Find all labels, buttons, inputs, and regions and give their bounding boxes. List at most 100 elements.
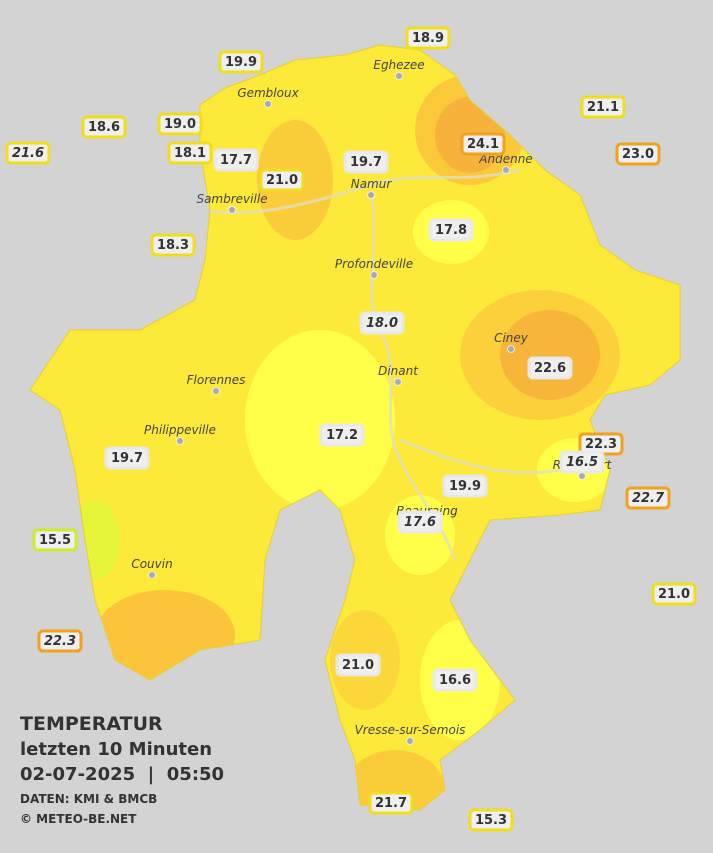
town-dot (394, 378, 402, 386)
station-value: 21.0 (342, 658, 374, 673)
town-dot (578, 472, 586, 480)
station-box (442, 474, 488, 498)
station-box (527, 356, 573, 380)
station-value: 23.0 (622, 147, 654, 162)
station-value: 18.6 (88, 120, 120, 135)
station-box (218, 50, 264, 74)
station-box (37, 629, 83, 653)
town-label: Namur (351, 177, 393, 191)
station-value: 19.0 (164, 117, 196, 132)
station-box (319, 423, 365, 447)
town-label: Ciney (494, 331, 529, 345)
station: 17.7 (213, 148, 259, 172)
town-label: Eghezee (373, 58, 424, 72)
town-label: Dinant (378, 364, 419, 378)
station-value: 18.0 (366, 316, 398, 331)
station: 22.3 (578, 432, 624, 456)
station-value: 19.9 (225, 55, 257, 70)
station-box (559, 450, 605, 474)
station-value: 18.1 (174, 146, 206, 161)
station-value: 17.8 (435, 223, 467, 238)
station: 16.6 (432, 668, 478, 692)
station: 23.0 (615, 142, 661, 166)
station: 21.6 (5, 141, 51, 165)
town-label: Vresse-sur-Semois (355, 723, 466, 737)
source: DATEN: KMI & BMCB (20, 792, 157, 806)
station: 18.0 (359, 311, 405, 335)
credit: © METEO-BE.NET (20, 812, 137, 826)
town-dot (507, 345, 515, 353)
station-value: 16.5 (566, 455, 598, 470)
town-dot (176, 437, 184, 445)
stations: 18.9 19.9 21.1 18.6 19.0 21.6 18.1 17.7 24.1 23.0… (5, 26, 697, 832)
station: 16.5 (559, 450, 605, 474)
station: 15.3 (468, 808, 514, 832)
station: 22.6 (527, 356, 573, 380)
station-value: 21.0 (658, 587, 690, 602)
station-box (104, 446, 150, 470)
station-box (167, 141, 213, 165)
title-block: TEMPERATUR letzten 10 Minuten 02-07-2025… (20, 713, 224, 826)
station: 19.0 (157, 112, 203, 136)
town-label: Profondeville (335, 257, 413, 271)
town-dot (367, 191, 375, 199)
datetime: 02-07-2025 | 05:50 (20, 764, 224, 785)
town-dot (148, 571, 156, 579)
cool-area (245, 330, 395, 510)
station: 18.9 (405, 26, 451, 50)
station: 19.7 (343, 150, 389, 174)
station-value: 24.1 (467, 137, 499, 152)
town-dot (370, 271, 378, 279)
station: 18.3 (150, 233, 196, 257)
town-dot (502, 166, 510, 174)
station-box (625, 486, 671, 510)
station-value: 22.7 (632, 491, 665, 506)
station-box (5, 141, 51, 165)
town-label: Gembloux (237, 86, 299, 100)
warm-area (345, 750, 445, 810)
station: 21.0 (335, 653, 381, 677)
station: 21.7 (368, 791, 414, 815)
title: TEMPERATUR (20, 713, 163, 735)
station-box (157, 112, 203, 136)
station: 21.0 (259, 168, 305, 192)
station-value: 18.3 (157, 238, 189, 253)
station-value: 18.9 (412, 31, 444, 46)
station-box (405, 26, 451, 50)
station-value: 22.3 (44, 634, 76, 649)
station: 24.1 (460, 132, 506, 156)
station: 19.9 (442, 474, 488, 498)
station: 19.7 (104, 446, 150, 470)
town-dot (395, 72, 403, 80)
station-value: 19.9 (449, 479, 481, 494)
station-box (397, 510, 443, 534)
town-label: Couvin (131, 557, 172, 571)
station-value: 21.7 (375, 796, 407, 811)
station-value: 19.7 (350, 155, 382, 170)
station-box (368, 791, 414, 815)
station-box (259, 168, 305, 192)
station-box (580, 95, 626, 119)
station-value: 19.7 (111, 451, 143, 466)
station-box (432, 668, 478, 692)
towns: EghezeeGemblouxAndenneNamurSambrevillePr… (131, 58, 613, 745)
town-dot (264, 100, 272, 108)
station-box (359, 311, 405, 335)
station-box (343, 150, 389, 174)
warm-area (500, 310, 600, 400)
station: 17.2 (319, 423, 365, 447)
town-label: Florennes (187, 373, 246, 387)
station-box (213, 148, 259, 172)
station-value: 21.6 (12, 146, 44, 161)
station: 21.1 (580, 95, 626, 119)
station-value: 17.6 (404, 515, 436, 530)
station-box (460, 132, 506, 156)
town-label: Sambreville (196, 192, 267, 206)
station-box (81, 115, 127, 139)
town-dot (228, 206, 236, 214)
station-box (651, 582, 697, 606)
station: 18.1 (167, 141, 213, 165)
station-value: 15.5 (39, 533, 71, 548)
station-box (468, 808, 514, 832)
